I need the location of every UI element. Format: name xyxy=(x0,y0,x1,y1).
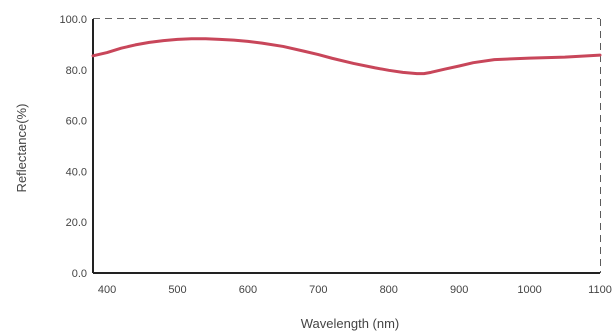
x-tick-label-1: 500 xyxy=(168,284,186,296)
series-layer xyxy=(91,37,602,76)
ticks-layer: 0.0 20.0 40.0 60.0 80.0 100.0 400 500 600 700 800 9… xyxy=(59,14,611,296)
y-tick-label-3: 60.0 xyxy=(66,116,87,128)
x-tick-label-4: 800 xyxy=(380,284,398,296)
y-tick-label-5: 100.0 xyxy=(59,14,87,26)
y-axis-title: Reflectance(%) xyxy=(14,104,29,193)
x-tick-label-3: 700 xyxy=(309,284,327,296)
x-tick-label-6: 1000 xyxy=(517,284,541,296)
series-line-0 xyxy=(91,37,602,76)
x-tick-label-0: 400 xyxy=(98,284,116,296)
x-axis-title: Wavelength (nm) xyxy=(301,316,400,331)
y-tick-label-0: 0.0 xyxy=(72,268,87,280)
x-tick-label-7: 1100 xyxy=(588,284,612,296)
x-tick-label-5: 900 xyxy=(450,284,468,296)
x-tick-label-2: 600 xyxy=(239,284,257,296)
y-tick-label-2: 40.0 xyxy=(66,166,87,178)
y-tick-label-4: 80.0 xyxy=(66,65,87,77)
y-tick-label-1: 20.0 xyxy=(66,217,87,229)
